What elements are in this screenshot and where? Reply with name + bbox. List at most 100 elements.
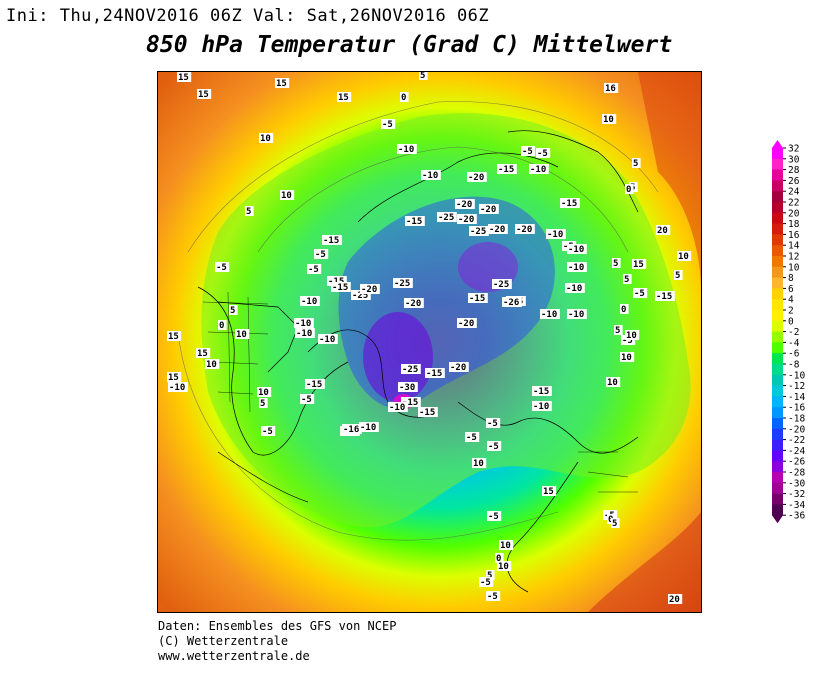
- legend-swatch: [772, 504, 783, 516]
- contour-label-text: -16: [343, 425, 359, 435]
- contour-label-text: -5: [488, 512, 499, 522]
- contour-label-bg: [486, 418, 501, 428]
- contour-label-bg: [457, 214, 477, 224]
- contour-label: 0: [625, 184, 634, 195]
- contour-label-text: -5: [480, 578, 491, 588]
- valid-time: Sat,26NOV2016 06Z: [306, 6, 490, 26]
- contour-label-text: -10: [568, 263, 584, 273]
- contour-label-text: 5: [613, 259, 618, 269]
- contour-label-text: 0: [626, 185, 631, 195]
- contour-label-text: -10: [541, 310, 557, 320]
- contour-label: 15: [275, 78, 290, 89]
- contour-label-text: -20: [516, 225, 532, 235]
- legend-tick-label: 30: [788, 154, 800, 165]
- contour-label: -15: [401, 397, 421, 408]
- contour-label-bg: [468, 293, 488, 303]
- contour-label-text: 10: [236, 330, 247, 340]
- contour-label: 5: [614, 325, 623, 336]
- contour-label-bg: [633, 288, 648, 298]
- contour-label-text: -25: [394, 279, 410, 289]
- contour-label-text: -5: [522, 147, 533, 157]
- contour-label-text: -10: [422, 171, 438, 181]
- contour-label: 5: [259, 398, 268, 409]
- contour-label-text: -25: [352, 291, 368, 301]
- contour-label: -10: [567, 262, 587, 273]
- contour-label-text: -30: [399, 383, 415, 393]
- legend-tick-label: -26: [788, 457, 805, 468]
- contour-label: -25: [401, 364, 421, 375]
- contour-label-bg: [405, 216, 425, 226]
- legend-swatch: [772, 256, 783, 268]
- contour-label: -5: [307, 264, 322, 275]
- contour-label: -10: [359, 422, 379, 433]
- contour-label-bg: [425, 368, 445, 378]
- contour-label-text: -10: [360, 423, 376, 433]
- contour-label: 15: [542, 486, 557, 497]
- contour-label: 15: [167, 372, 182, 383]
- contour-label-bg: [381, 119, 396, 129]
- contour-label-text: -25: [493, 280, 509, 290]
- contour-label-text: -26: [503, 298, 519, 308]
- contour-label: -20: [455, 199, 475, 210]
- contour-label-text: 10: [281, 191, 292, 201]
- contour-label: -20: [467, 172, 487, 183]
- contour-label: -10: [532, 401, 552, 412]
- contour-label-bg: [604, 83, 619, 93]
- contour-label-text: 5: [260, 399, 265, 409]
- contour-label: -5: [381, 119, 396, 130]
- contour-label-bg: [632, 259, 647, 269]
- contour-label-text: -15: [426, 369, 442, 379]
- contour-label-text: 10: [498, 562, 509, 572]
- credits-copyright: (C) Wetterzentrale: [158, 634, 289, 648]
- contour-label: -5: [486, 418, 501, 429]
- contour-label-bg: [261, 426, 276, 436]
- legend-tick-label: 20: [788, 208, 800, 219]
- contour-label-bg: [674, 270, 683, 280]
- contour-label: 10: [497, 561, 512, 572]
- contour-label-bg: [437, 212, 457, 222]
- contour-label-bg: [499, 540, 514, 550]
- contour-label-text: 0: [608, 515, 613, 525]
- contour-label: 15: [177, 72, 192, 83]
- contour-label-bg: [623, 274, 632, 284]
- contour-label-text: -15: [419, 408, 435, 418]
- legend-tick-label: 10: [788, 262, 800, 273]
- contour-label-text: 5: [612, 519, 617, 529]
- contour-label: -20: [449, 362, 469, 373]
- contour-label-text: 15: [168, 332, 179, 342]
- contour-label-bg: [560, 198, 580, 208]
- contour-label: -5: [300, 394, 315, 405]
- init-label: Ini:: [6, 6, 49, 26]
- contour-label-bg: [393, 278, 413, 288]
- contour-label-bg: [167, 372, 182, 382]
- contour-label-bg: [529, 164, 549, 174]
- legend-swatch: [772, 331, 783, 343]
- contour-label-text: 15: [198, 90, 209, 100]
- contour-label: -10: [295, 328, 315, 339]
- contour-label-bg: [614, 325, 623, 335]
- legend-swatch: [772, 450, 783, 462]
- contour-label: -15: [305, 379, 325, 390]
- contour-label: 10: [606, 377, 621, 388]
- contour-label-text: -5: [315, 250, 326, 260]
- legend-swatch: [772, 234, 783, 246]
- legend-swatch: [772, 169, 783, 181]
- legend-tick-label: 2: [788, 306, 794, 317]
- legend-tick-label: -4: [788, 338, 800, 349]
- contour-label-bg: [567, 309, 587, 319]
- contour-label-bg: [515, 224, 535, 234]
- contour-label-bg: [487, 511, 502, 521]
- contour-label: 10: [602, 114, 617, 125]
- contour-label-bg: [486, 570, 495, 580]
- contour-label-text: -5: [216, 263, 227, 273]
- contour-label-text: 10: [626, 331, 637, 341]
- contour-label: 5: [632, 158, 641, 169]
- legend-tick-label: 18: [788, 219, 800, 230]
- contour-label-text: -15: [306, 380, 322, 390]
- contour-label: -5: [314, 249, 329, 260]
- contour-label-text: -5: [622, 336, 633, 346]
- contour-label: -20: [457, 214, 477, 225]
- contour-label-bg: [457, 318, 477, 328]
